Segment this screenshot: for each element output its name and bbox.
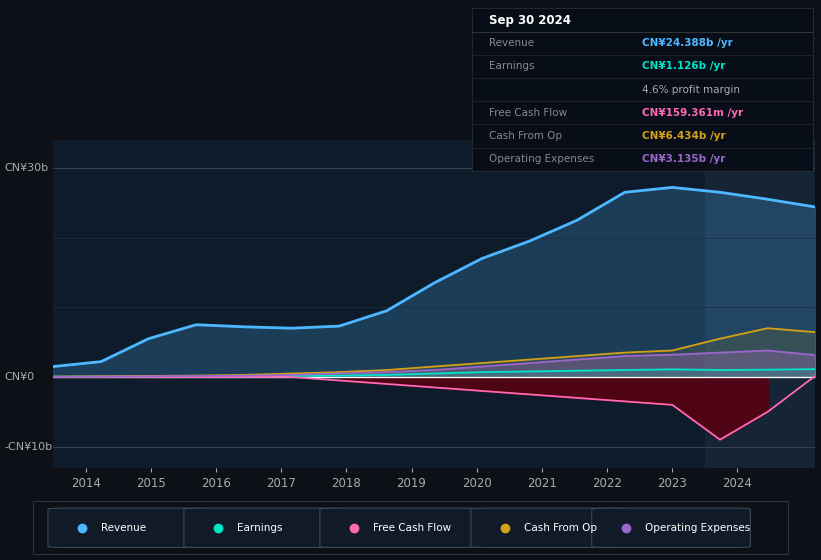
Text: Cash From Op: Cash From Op <box>524 523 597 533</box>
FancyBboxPatch shape <box>320 508 479 548</box>
Text: Earnings: Earnings <box>236 523 282 533</box>
Bar <box>704 140 815 468</box>
Text: CN¥3.135b /yr: CN¥3.135b /yr <box>643 154 726 164</box>
Text: 4.6% profit margin: 4.6% profit margin <box>643 85 741 95</box>
Text: -CN¥10b: -CN¥10b <box>4 442 53 452</box>
Text: CN¥1.126b /yr: CN¥1.126b /yr <box>643 62 726 72</box>
Text: Operating Expenses: Operating Expenses <box>644 523 750 533</box>
FancyBboxPatch shape <box>471 508 630 548</box>
Text: Cash From Op: Cash From Op <box>489 131 562 141</box>
Text: Earnings: Earnings <box>489 62 534 72</box>
Text: CN¥24.388b /yr: CN¥24.388b /yr <box>643 38 733 48</box>
FancyBboxPatch shape <box>184 508 342 548</box>
Text: Revenue: Revenue <box>489 38 534 48</box>
Text: Operating Expenses: Operating Expenses <box>489 154 594 164</box>
Text: Free Cash Flow: Free Cash Flow <box>373 523 451 533</box>
FancyBboxPatch shape <box>48 508 207 548</box>
Text: Revenue: Revenue <box>101 523 146 533</box>
Text: CN¥0: CN¥0 <box>4 372 34 382</box>
Text: CN¥30b: CN¥30b <box>4 163 48 173</box>
Text: Free Cash Flow: Free Cash Flow <box>489 108 567 118</box>
FancyBboxPatch shape <box>592 508 750 548</box>
Text: CN¥159.361m /yr: CN¥159.361m /yr <box>643 108 744 118</box>
Text: Sep 30 2024: Sep 30 2024 <box>489 13 571 26</box>
Text: CN¥6.434b /yr: CN¥6.434b /yr <box>643 131 726 141</box>
